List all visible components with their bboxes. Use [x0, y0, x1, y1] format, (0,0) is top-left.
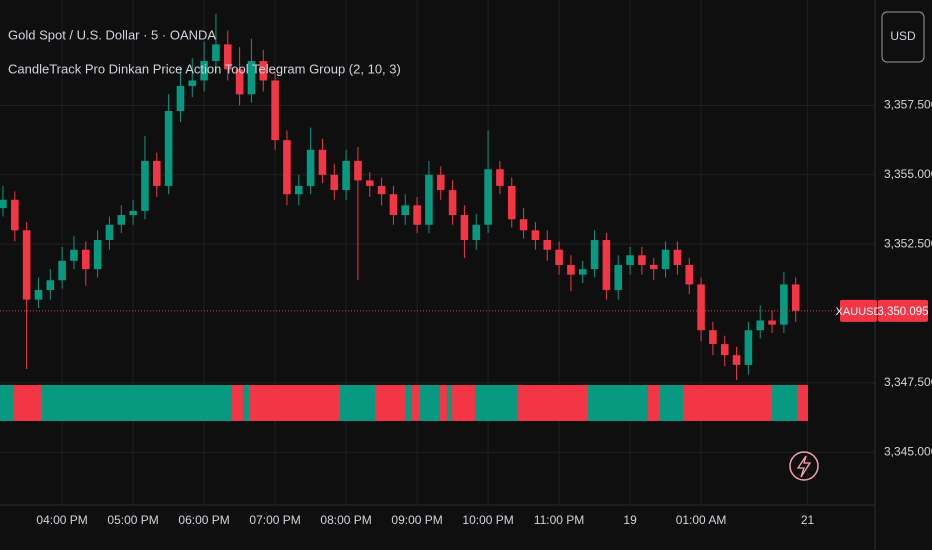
candle-body [496, 169, 504, 186]
x-tick-label: 04:00 PM [36, 513, 87, 527]
indicator-band [0, 385, 808, 421]
candle-body [105, 224, 114, 241]
last-price-label: 3,350.095 [877, 306, 928, 318]
candle-body [484, 169, 492, 225]
candle-body [141, 160, 149, 211]
candle-body [34, 289, 43, 300]
candle-body [626, 255, 634, 265]
candle-body [46, 280, 55, 290]
x-tick-label: 07:00 PM [249, 513, 300, 527]
last-price-tag [878, 299, 928, 322]
indicator-title: CandleTrack Pro Dinkan Price Action Tool… [8, 61, 401, 76]
candle-body [673, 249, 682, 265]
y-tick-label: 3,352.500 [884, 236, 932, 250]
symbol-tag-label: XAUUSD [836, 306, 882, 318]
candle-body [164, 110, 173, 186]
alert-icon[interactable] [789, 451, 819, 481]
currency-label[interactable]: USD [890, 29, 916, 43]
candle-body [638, 255, 646, 265]
candle-body [448, 190, 457, 216]
candle-body [259, 61, 268, 81]
x-tick-label: 11:00 PM [534, 513, 584, 527]
candle-body [365, 180, 374, 186]
y-tick-label: 3,345.000 [884, 444, 932, 458]
chart-title: Gold Spot / U.S. Dollar · 5 · OANDA [8, 27, 216, 42]
candle-body [389, 194, 398, 216]
x-tick-label: 19 [623, 513, 637, 527]
candle-body [732, 355, 741, 365]
candle-body [318, 149, 327, 175]
candle-body [768, 320, 776, 325]
candle-body [188, 80, 197, 87]
candle-body [212, 44, 220, 62]
y-tick-label: 3,347.500 [884, 375, 932, 389]
symbol-tag [840, 299, 877, 322]
candle-body [460, 215, 469, 241]
candle-body [685, 264, 694, 285]
x-tick-label: 05:00 PM [107, 513, 158, 527]
candle-body [425, 174, 433, 225]
candle-body [235, 69, 244, 95]
candle-body [519, 219, 528, 231]
candle-body [720, 344, 729, 356]
candle-body [472, 224, 481, 241]
candle-body [436, 174, 445, 191]
candle-body [578, 269, 587, 275]
candle-body [744, 330, 753, 365]
candle-body [223, 44, 232, 70]
candle-body [176, 86, 185, 111]
candle-body [567, 264, 575, 275]
candle-body [152, 160, 161, 186]
candle-body [93, 240, 102, 270]
candle-body [294, 185, 303, 195]
candle-body [81, 249, 90, 270]
candle-body [401, 205, 410, 216]
x-tick-label: 06:00 PM [178, 513, 229, 527]
candle-body [330, 174, 339, 191]
candle-body [413, 205, 421, 225]
candles [0, 13, 800, 381]
candle-body [709, 330, 717, 345]
x-tick-label: 08:00 PM [320, 513, 371, 527]
candle-body [697, 284, 705, 331]
candle-body [377, 185, 386, 195]
candle-body [129, 210, 137, 216]
candle-body [70, 249, 78, 261]
x-tick-label: 01:00 AM [676, 513, 727, 527]
candle-body [531, 230, 540, 241]
y-tick-label: 3,355.000 [884, 167, 932, 181]
y-tick-label: 3,357.500 [884, 98, 932, 112]
candle-body [649, 264, 658, 270]
candle-body [590, 240, 599, 270]
candle-body [555, 249, 563, 265]
candle-body [200, 61, 208, 81]
x-tick-label: 10:00 PM [462, 513, 513, 527]
candle-body [354, 160, 362, 181]
currency-button[interactable] [881, 11, 925, 63]
candle-body [791, 284, 800, 311]
candle-body [306, 149, 315, 186]
candle-body [507, 185, 516, 220]
candle-body [602, 240, 611, 290]
candle-body [58, 260, 66, 281]
candle-body [756, 320, 765, 331]
candle-body [11, 199, 19, 231]
candle-body [780, 284, 788, 325]
candle-body [283, 140, 291, 195]
candle-body [342, 160, 350, 191]
x-tick-label: 09:00 PM [391, 513, 442, 527]
candle-body [661, 249, 670, 270]
candle-body [543, 240, 552, 250]
candle-body [22, 230, 31, 300]
candle-body [247, 61, 256, 95]
candle-body [614, 264, 623, 290]
candle-body [117, 215, 126, 225]
candle-body [271, 80, 279, 141]
candle-body [0, 199, 7, 209]
x-tick-label: 21 [801, 513, 815, 527]
